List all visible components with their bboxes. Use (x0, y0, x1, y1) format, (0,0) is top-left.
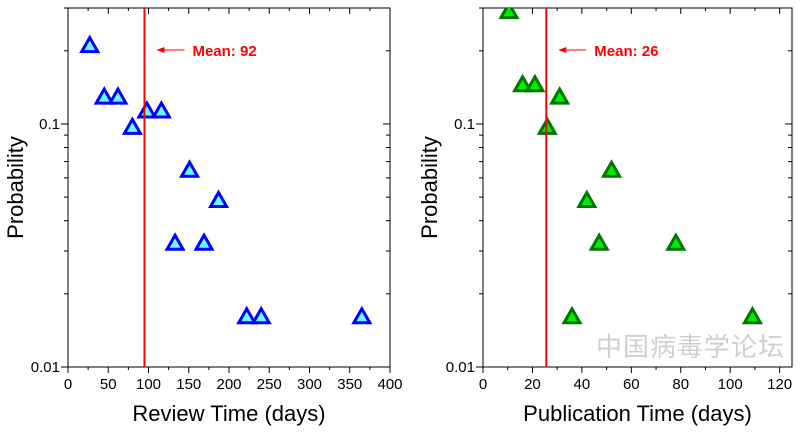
x-tick-label: 300 (297, 376, 322, 393)
x-tick-label: 40 (574, 376, 591, 393)
x-tick-label: 120 (767, 376, 792, 393)
x-tick-label: 20 (524, 376, 541, 393)
data-point (250, 305, 272, 325)
data-point (107, 86, 129, 105)
y-tick-label: 0.01 (446, 359, 475, 376)
data-point (524, 73, 546, 93)
data-point (93, 86, 115, 105)
x-tick-label: 100 (136, 376, 161, 393)
plot-frame (482, 7, 793, 368)
x-tick-label: 0 (479, 376, 487, 393)
mean-label: Mean: 26 (594, 43, 658, 60)
x-axis-label: Publication Time (days) (523, 401, 752, 426)
data-point (79, 34, 101, 54)
data-point (121, 116, 143, 135)
y-tick-label: 0.1 (39, 116, 60, 133)
data-point (150, 100, 172, 119)
data-point (511, 73, 534, 93)
data-point (549, 86, 571, 105)
data-point (207, 189, 230, 209)
data-point (498, 8, 520, 20)
plot-frame (67, 7, 391, 368)
y-tick-label: 0.01 (31, 359, 60, 376)
watermark: 中国病毒学论坛 (596, 333, 786, 363)
data-point (741, 305, 764, 325)
x-tick-label: 150 (176, 376, 201, 393)
x-tick-label: 250 (257, 376, 282, 393)
x-tick-label: 100 (718, 376, 743, 393)
data-point (164, 232, 186, 251)
y-tick-label: 0.1 (454, 116, 475, 133)
data-point (136, 100, 158, 119)
x-tick-label: 200 (216, 376, 241, 393)
data-point (665, 232, 687, 251)
data-point (351, 305, 373, 325)
mean-arrow-head (558, 47, 567, 53)
y-axis-label: Probability (417, 136, 442, 239)
x-tick-label: 400 (377, 376, 402, 393)
data-point (178, 159, 201, 178)
x-tick-label: 50 (100, 376, 117, 393)
data-point (588, 232, 610, 251)
data-point (576, 189, 598, 209)
data-point (236, 305, 258, 325)
mean-label: Mean: 92 (192, 43, 256, 60)
x-tick-label: 0 (64, 376, 72, 393)
data-point (561, 305, 583, 325)
x-tick-label: 350 (337, 376, 362, 393)
data-point (193, 232, 215, 251)
mean-arrow-head (156, 47, 165, 53)
x-tick-label: 80 (672, 376, 689, 393)
x-axis-label: Review Time (days) (132, 401, 325, 426)
data-point (600, 159, 623, 178)
y-axis-label: Probability (3, 136, 28, 239)
x-tick-label: 60 (623, 376, 640, 393)
